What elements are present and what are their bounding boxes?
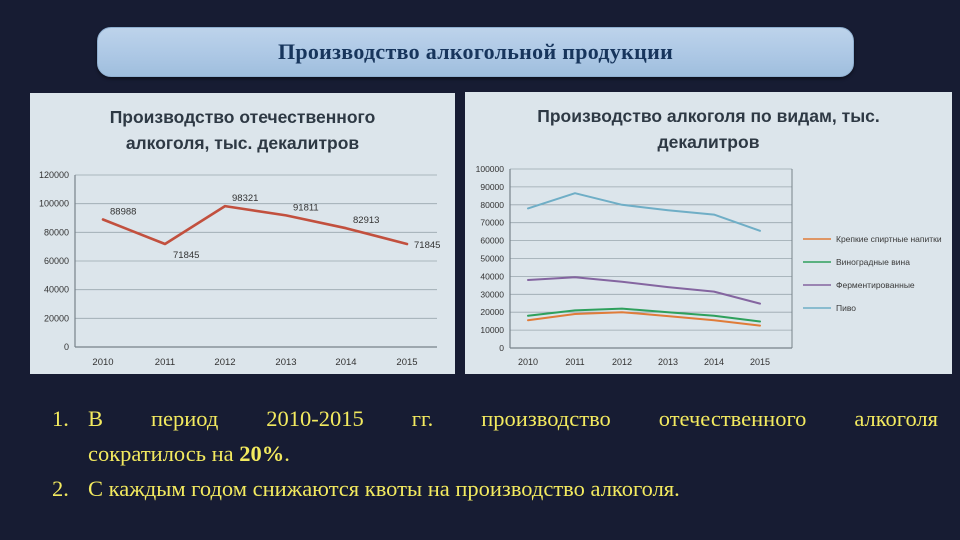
- data-label: 98321: [232, 193, 258, 204]
- y-tick-label: 50000: [480, 254, 504, 264]
- y-tick-label: 40000: [480, 271, 504, 281]
- y-tick-label: 120000: [39, 170, 69, 180]
- chart-line: [101, 204, 409, 246]
- y-tick-label: 0: [64, 342, 69, 352]
- legend-label: Пиво: [836, 303, 856, 313]
- note-item-2: 2. С каждым годом снижаются квоты на про…: [52, 472, 938, 507]
- y-tick-label: 70000: [480, 218, 504, 228]
- bold-percentage: 20%: [239, 440, 285, 466]
- data-label: 71845: [414, 240, 440, 251]
- domestic-chart-title: Производство отечественного алкоголя, ты…: [109, 107, 376, 154]
- x-tick-label: 2015: [396, 357, 417, 368]
- legend-label: Ферментированные: [836, 280, 915, 290]
- x-tick-label: 2010: [518, 357, 538, 367]
- chart-line: [527, 307, 761, 323]
- chart-line: [527, 311, 761, 327]
- y-tick-label: 60000: [44, 256, 69, 266]
- domestic-production-line-chart: 0 20000 40000 60000 80000 100000 120000 2010 201…: [39, 170, 440, 368]
- y-tick-label: 60000: [480, 236, 504, 246]
- slide-title: Производство алкогольной продукции: [277, 39, 674, 64]
- production-by-type-line-chart: 0 10000 20000 30000 40000 50000 60000 70000 8000…: [476, 164, 942, 367]
- x-tick-label: 2013: [275, 357, 296, 368]
- note-item-1: 1. В период 2010-2015 гг. производство о…: [52, 402, 938, 472]
- y-tick-label: 100000: [39, 199, 69, 209]
- y-tick-label: 40000: [44, 285, 69, 295]
- chart-line: [527, 276, 761, 305]
- note-1-text: В период 2010-2015 гг. производство отеч…: [88, 406, 938, 466]
- y-tick-label: 100000: [476, 164, 505, 174]
- note-1-number: 1.: [52, 406, 69, 431]
- chart-panel-domestic: Производство отечественного алкоголя, ты…: [30, 93, 455, 374]
- x-tick-label: 2013: [658, 357, 678, 367]
- y-tick-label: 10000: [480, 325, 504, 335]
- legend-label: Виноградные вина: [836, 257, 910, 267]
- by-type-chart-title: Производство алкоголя по видам, тыс. дек…: [537, 106, 880, 153]
- data-label: 91811: [293, 202, 319, 213]
- y-tick-label: 20000: [44, 313, 69, 323]
- data-label: 71845: [173, 250, 199, 261]
- data-label: 82913: [353, 215, 379, 226]
- x-tick-label: 2014: [335, 357, 356, 368]
- chart-panel-by-type: Производство алкоголя по видам, тыс. дек…: [465, 92, 952, 374]
- x-tick-label: 2011: [565, 357, 584, 367]
- y-tick-label: 80000: [480, 200, 504, 210]
- x-tick-label: 2014: [704, 357, 724, 367]
- x-tick-label: 2012: [214, 357, 235, 368]
- slide-title-banner: Производство алкогольной продукции: [97, 27, 854, 77]
- x-tick-label: 2011: [155, 357, 175, 368]
- chart-line: [527, 192, 761, 232]
- y-tick-label: 90000: [480, 182, 504, 192]
- x-tick-label: 2015: [750, 357, 770, 367]
- y-tick-label: 30000: [480, 289, 504, 299]
- conclusions-list: 1. В период 2010-2015 гг. производство о…: [52, 402, 938, 507]
- y-tick-label: 0: [499, 343, 504, 353]
- data-label: 88988: [110, 206, 136, 217]
- y-tick-label: 20000: [480, 307, 504, 317]
- x-tick-label: 2012: [612, 357, 632, 367]
- note-2-number: 2.: [52, 475, 69, 501]
- y-tick-label: 80000: [44, 227, 69, 237]
- note-2-text: С каждым годом снижаются квоты на произв…: [88, 475, 680, 501]
- x-tick-label: 2010: [92, 357, 113, 368]
- legend-label: Крепкие спиртные напитки: [836, 234, 942, 244]
